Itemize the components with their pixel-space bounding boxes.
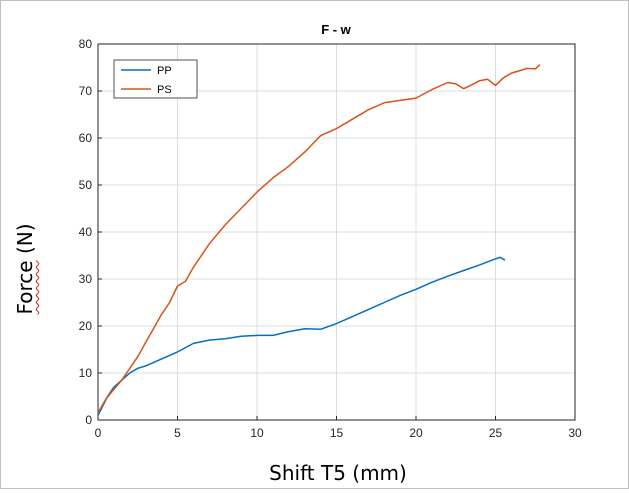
y-axis-label-word: Force (13, 260, 37, 315)
series-line-ps (97, 64, 541, 414)
y-tick-label: 0 (85, 413, 92, 427)
x-tick-label: 30 (568, 426, 582, 440)
legend: PP PS (113, 59, 198, 99)
y-axis-ticks: 0 10 20 30 40 50 60 70 80 (79, 37, 102, 427)
y-tick-label: 30 (79, 272, 93, 286)
y-axis-label: Force (N) (13, 199, 37, 339)
chart-title: F - w (321, 22, 351, 37)
y-tick-label: 10 (79, 366, 93, 380)
grid-lines (98, 44, 575, 420)
y-tick-label: 20 (79, 319, 93, 333)
series-line-pp (97, 256, 506, 416)
x-axis-label: Shift T5 (mm) (269, 461, 407, 485)
y-tick-label: 50 (79, 178, 93, 192)
y-tick-label: 60 (79, 131, 93, 145)
x-tick-label: 5 (174, 426, 181, 440)
legend-box (113, 59, 198, 99)
series-lines (97, 64, 541, 416)
x-axis-ticks: 0 5 10 15 20 25 30 (95, 416, 582, 440)
y-tick-label: 70 (79, 84, 93, 98)
x-tick-label: 15 (330, 426, 344, 440)
y-tick-label: 80 (79, 37, 93, 51)
x-tick-label: 10 (250, 426, 264, 440)
x-tick-label: 25 (489, 426, 503, 440)
legend-label-ps: PS (157, 84, 172, 96)
y-tick-label: 40 (79, 225, 93, 239)
x-tick-label: 20 (409, 426, 423, 440)
x-tick-label: 0 (95, 426, 102, 440)
y-axis-label-unit: (N) (13, 223, 37, 255)
legend-label-pp: PP (157, 65, 172, 77)
